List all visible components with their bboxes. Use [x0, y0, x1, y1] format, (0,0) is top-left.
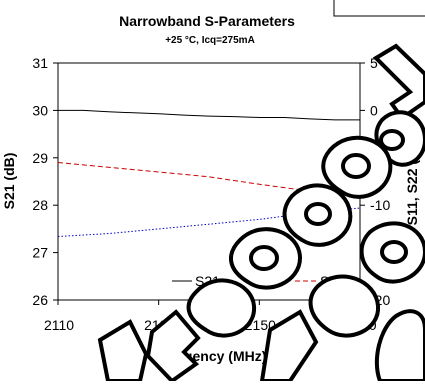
y-axis-left-label: S21 (dB): [1, 153, 17, 210]
chart-title: Narrowband S-Parameters: [119, 13, 295, 29]
y-right-tick-label: -10: [370, 197, 390, 213]
y-right-tick-label: 5: [370, 55, 378, 71]
y-right-tick-label: 0: [370, 102, 378, 118]
y-left-tick-label: 29: [32, 150, 48, 166]
y-left-tick-label: 27: [32, 245, 48, 261]
x-tick-label: 2110: [44, 317, 74, 333]
series-line-s21: [58, 109, 360, 121]
plot-area: [57, 62, 361, 301]
y-left-tick-label: 31: [32, 55, 48, 71]
left-axis: 26 27 28 29 30 31: [32, 55, 58, 308]
y-left-tick-label: 28: [32, 197, 48, 213]
series-line-s22: [57, 162, 361, 197]
y-left-tick-label: 26: [32, 292, 48, 308]
legend-box-fragment: [333, 0, 425, 17]
y-left-tick-label: 30: [32, 102, 48, 118]
watermark-overlay: [97, 43, 425, 384]
chart-subtitle: +25 °C, Icq=275mA: [165, 35, 255, 46]
